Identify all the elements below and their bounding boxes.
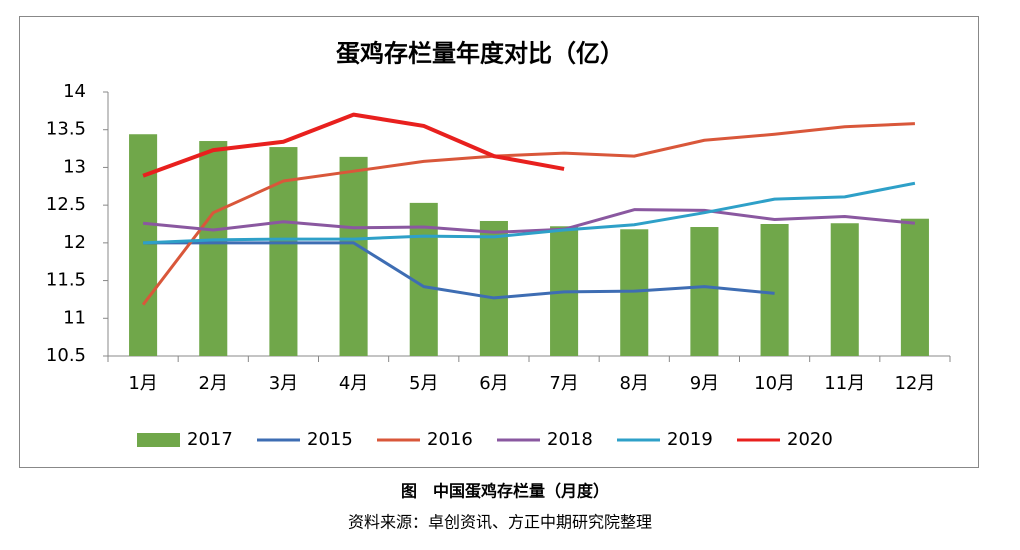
bar: [129, 134, 158, 356]
bar: [690, 227, 719, 356]
x-tick-label: 10月: [754, 373, 795, 394]
x-tick-label: 9月: [690, 373, 719, 394]
y-tick-label: 13: [63, 156, 86, 177]
line: [143, 241, 775, 300]
caption: 图 中国蛋鸡存栏量（月度）: [401, 482, 609, 501]
x-tick-label: 11月: [824, 373, 865, 394]
x-tick-label: 1月: [128, 373, 157, 394]
y-tick-label: 11: [63, 307, 86, 328]
y-tick-label: 12.5: [46, 194, 86, 215]
bar: [830, 223, 859, 356]
y-tick-label: 10.5: [46, 345, 86, 366]
x-tick-label: 2月: [199, 373, 228, 394]
line: [141, 122, 915, 306]
bar: [339, 156, 368, 356]
x-tick-label: 3月: [269, 373, 298, 394]
x-tick-label: 5月: [409, 373, 438, 394]
legend-swatch: [137, 433, 180, 447]
y-tick-label: 11.5: [46, 270, 86, 291]
x-tick-label: 4月: [339, 373, 368, 394]
y-tick-label: 14: [63, 81, 86, 102]
bar: [479, 220, 508, 356]
x-tick-label: 8月: [620, 373, 649, 394]
legend-label: 2019: [667, 429, 713, 450]
legend-label: 2015: [307, 429, 353, 450]
x-tick-label: 7月: [549, 373, 578, 394]
line: [143, 181, 916, 245]
line: [142, 112, 565, 178]
legend-label: 2017: [187, 429, 233, 450]
y-tick-label: 13.5: [46, 119, 86, 140]
legend-label: 2018: [547, 429, 593, 450]
x-tick-label: 6月: [479, 373, 508, 394]
source: 资料来源：卓创资讯、方正中期研究院整理: [348, 513, 652, 532]
bar: [900, 218, 929, 356]
y-tick-label: 12: [63, 232, 86, 253]
bar: [199, 141, 228, 356]
line: [142, 208, 916, 234]
bar: [760, 224, 789, 356]
x-tick-label: 12月: [894, 373, 935, 394]
chart-title: 蛋鸡存栏量年度对比（亿）: [336, 39, 624, 68]
legend-label: 2020: [787, 429, 833, 450]
legend-label: 2016: [427, 429, 473, 450]
